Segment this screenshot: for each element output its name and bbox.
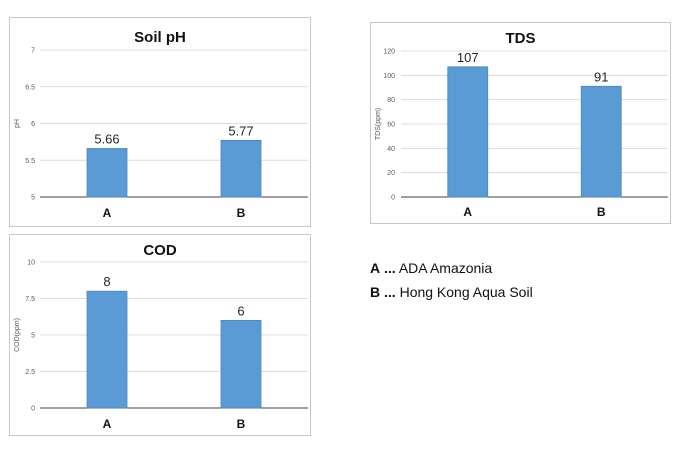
y-axis-label: TDS(ppm)	[375, 108, 382, 140]
y-tick-label: 5.5	[25, 158, 35, 165]
bar	[86, 148, 128, 198]
data-label: 107	[457, 50, 479, 65]
y-tick-label: 100	[383, 73, 395, 80]
y-tick-label: 120	[383, 49, 395, 56]
chart-title: COD	[143, 242, 177, 259]
y-tick-label: 40	[387, 146, 395, 153]
legend-text: Hong Kong Aqua Soil	[399, 284, 533, 300]
chart-legend: A ... ADA Amazonia B ... Hong Kong Aqua …	[370, 256, 533, 304]
y-tick-label: 60	[387, 122, 395, 129]
y-tick-label: 7.5	[25, 296, 35, 303]
y-tick-label: 80	[387, 97, 395, 104]
data-label: 8	[103, 274, 110, 289]
x-tick-label: A	[103, 206, 112, 220]
soil-ph-chart: 5 5.5 6 6.5 7 5.66 A 5.77 B Soil pH pH	[14, 29, 308, 220]
legend-key: A	[370, 260, 381, 276]
data-label: 5.66	[94, 131, 119, 146]
data-label: 5.77	[228, 123, 253, 138]
y-axis-label: COD(ppm)	[14, 318, 21, 352]
bar	[220, 320, 262, 409]
tds-chart-panel: 0 20 40 60 80 100 120 107 A 91 B TDS TDS(ppm)	[370, 22, 671, 224]
data-label: 91	[594, 69, 608, 84]
y-tick-label: 5	[31, 333, 35, 340]
legend-item-b: B ... Hong Kong Aqua Soil	[370, 280, 533, 304]
bar	[220, 140, 262, 198]
y-tick-label: 6.5	[25, 84, 35, 91]
y-axis-label: pH	[14, 119, 21, 128]
data-label: 6	[237, 303, 244, 318]
y-tick-label: 20	[387, 170, 395, 177]
bar	[86, 290, 128, 409]
x-tick-label: B	[237, 206, 246, 220]
y-tick-label: 6	[31, 121, 35, 128]
tds-chart: 0 20 40 60 80 100 120 107 A 91 B TDS TDS(ppm)	[375, 30, 668, 219]
y-tick-label: 7	[31, 48, 35, 55]
legend-item-a: A ... ADA Amazonia	[370, 256, 533, 280]
x-tick-label: A	[103, 417, 112, 431]
x-tick-label: A	[463, 205, 472, 219]
y-tick-label: 0	[31, 406, 35, 413]
x-tick-label: B	[237, 417, 246, 431]
soil-ph-chart-panel: 5 5.5 6 6.5 7 5.66 A 5.77 B Soil pH pH	[9, 17, 311, 227]
bar	[580, 85, 622, 198]
cod-chart: 0 2.5 5 7.5 10 8 A 6 B COD COD(ppm)	[14, 242, 308, 431]
cod-chart-panel: 0 2.5 5 7.5 10 8 A 6 B COD COD(ppm)	[9, 234, 311, 436]
chart-title: TDS	[506, 30, 536, 47]
y-tick-label: 10	[27, 260, 35, 267]
legend-key: B	[370, 284, 381, 300]
y-tick-label: 2.5	[25, 369, 35, 376]
legend-separator: ...	[384, 284, 396, 300]
legend-separator: ...	[384, 260, 396, 276]
y-tick-label: 5	[31, 195, 35, 202]
y-tick-label: 0	[391, 195, 395, 202]
legend-text: ADA Amazonia	[398, 260, 493, 276]
chart-title: Soil pH	[134, 29, 186, 46]
x-tick-label: B	[597, 205, 606, 219]
bar	[447, 66, 489, 198]
